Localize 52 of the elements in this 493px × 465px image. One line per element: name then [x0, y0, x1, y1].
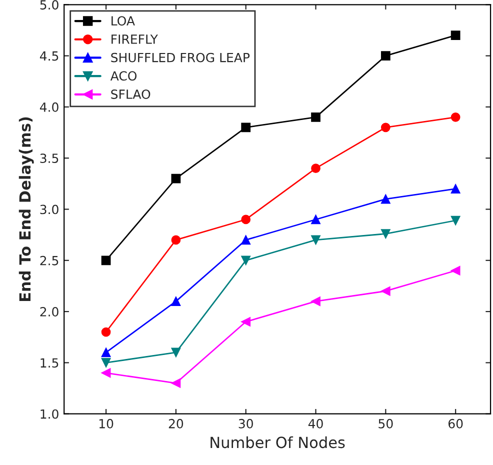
- point: [450, 216, 460, 226]
- point: [101, 348, 111, 358]
- legend-label: FIREFLY: [112, 34, 158, 44]
- point: [311, 214, 320, 224]
- x-tick-label: 60: [448, 418, 463, 428]
- point: [171, 348, 181, 358]
- point: [380, 194, 390, 204]
- x-axis-title: Number Of Nodes: [210, 436, 345, 448]
- point: [450, 30, 460, 40]
- point: [450, 112, 460, 122]
- point: [380, 51, 390, 60]
- point: [241, 214, 251, 224]
- x-tick-label: 50: [378, 418, 393, 428]
- y-tick-label: 2.5: [40, 256, 58, 266]
- point: [171, 296, 181, 306]
- point: [171, 174, 181, 184]
- point: [241, 122, 251, 132]
- legend-label: SFLAO: [111, 90, 150, 99]
- point: [171, 378, 181, 388]
- y-axis-title: End To End Delay(ms): [18, 117, 34, 302]
- y-tick-label: 5.0: [40, 0, 58, 10]
- point: [241, 317, 251, 326]
- point: [101, 358, 111, 368]
- point: [241, 256, 251, 266]
- point: [380, 286, 390, 296]
- point: [101, 368, 111, 378]
- y-tick-label: 3.5: [40, 154, 58, 164]
- point: [311, 235, 320, 245]
- point: [450, 184, 460, 194]
- legend-label: SHUFFLED FROG LEAP: [111, 52, 250, 62]
- point: [101, 327, 111, 337]
- y-tick-label: 3.0: [40, 204, 58, 214]
- point: [380, 122, 390, 132]
- x-tick-label: 30: [238, 418, 253, 428]
- y-tick-label: 1.0: [40, 409, 58, 419]
- point: [380, 229, 390, 238]
- point: [171, 235, 181, 245]
- x-tick-label: 20: [168, 418, 184, 428]
- y-tick-label: 4.0: [40, 102, 58, 112]
- point: [241, 235, 251, 245]
- point: [311, 164, 320, 174]
- point: [450, 266, 460, 276]
- point: [311, 296, 320, 306]
- y-tick-label: 2.0: [40, 307, 58, 316]
- y-tick-label: 4.5: [40, 51, 58, 61]
- point: [101, 256, 111, 266]
- y-tick-label: 1.5: [40, 358, 58, 368]
- point: [311, 112, 320, 122]
- x-tick-label: 40: [308, 418, 323, 428]
- legend-label: LOA: [112, 16, 135, 26]
- x-tick-label: 10: [99, 418, 114, 428]
- legend-label: ACO: [110, 71, 137, 81]
